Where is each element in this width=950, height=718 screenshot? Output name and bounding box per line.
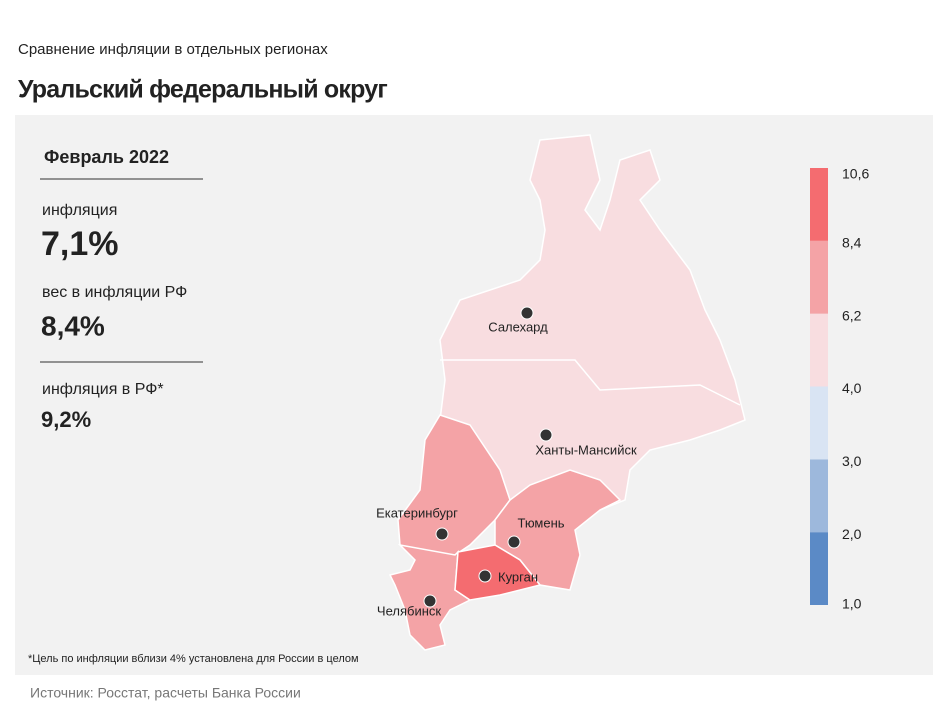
period: Февраль 2022 [44,147,169,167]
city-label: Ханты-Мансийск [535,442,637,457]
legend-swatch [810,459,828,533]
border [440,359,741,406]
subtitle: Сравнение инфляции в отдельных регионах [18,41,328,58]
legend-label: 1,0 [842,596,862,612]
stat-value: 9,2% [41,407,91,432]
city-dot [539,428,553,442]
city-label: Салехард [488,319,548,334]
legend-swatch [810,386,828,460]
region [439,134,746,511]
legend-label: 4,0 [842,380,862,396]
legend-swatch [810,240,828,314]
city-dot [423,594,437,608]
stat-label: вес в инфляции РФ [42,284,187,301]
legend-label: 6,2 [842,307,862,323]
legend-label: 10,6 [842,166,869,182]
stat-value: 8,4% [41,310,105,341]
legend-label: 2,0 [842,526,862,542]
legend-swatch [810,313,828,387]
city-dot [478,569,492,583]
city-dot [435,527,449,541]
city-label: Челябинск [377,603,441,618]
map [388,134,746,651]
city-dot [507,535,521,549]
legend-label: 8,4 [842,235,862,251]
city-label: Екатеринбург [376,505,458,520]
city-dot [520,306,534,320]
stat-label: инфляция в РФ* [42,381,164,398]
stat-label: инфляция [42,202,117,219]
source: Источник: Росстат, расчеты Банка России [30,685,301,701]
city-label: Тюмень [517,515,564,530]
stat-value: 7,1% [41,225,119,263]
footnote: *Цель по инфляции вблизи 4% установлена … [28,653,359,665]
city-label: Курган [498,569,538,584]
legend-label: 3,0 [842,453,862,469]
legend-swatch [810,168,828,241]
title: Уральский федеральный округ [18,76,387,104]
region [454,544,542,601]
legend-swatch [810,532,828,605]
